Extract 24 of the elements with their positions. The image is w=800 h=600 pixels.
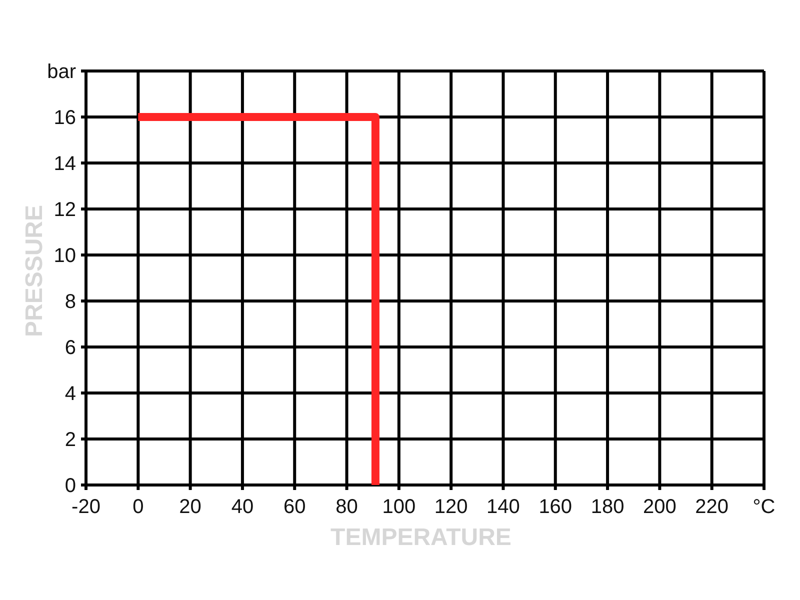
x-tick-label: 0 [132,496,144,518]
x-tick-label: 100 [382,496,416,518]
y-tick-label: 14 [54,153,76,175]
y-tick-label: 6 [64,337,76,359]
x-tick-label: 140 [486,496,520,518]
x-tick-label: 20 [179,496,202,518]
y-tick-label: 4 [64,383,76,405]
x-tick-label: 40 [231,496,254,518]
x-tick-label: 120 [434,496,468,518]
y-tick-label: 2 [64,429,76,451]
x-tick-label: 160 [538,496,572,518]
y-tick-label: 8 [64,291,76,313]
x-tick-label: -20 [72,496,100,518]
x-tick-label: 220 [695,496,729,518]
x-tick-label: 200 [643,496,676,518]
x-tick-label: 180 [590,496,624,518]
y-tick-label: bar [47,61,76,83]
x-tick-label: °C [752,496,776,518]
y-tick-label: 0 [64,475,76,497]
y-tick-label: 10 [54,245,76,267]
y-tick-label: 12 [54,199,76,221]
x-tick-label: 60 [283,496,306,518]
y-tick-label: 16 [54,107,76,129]
x-tick-label: 80 [336,496,358,518]
